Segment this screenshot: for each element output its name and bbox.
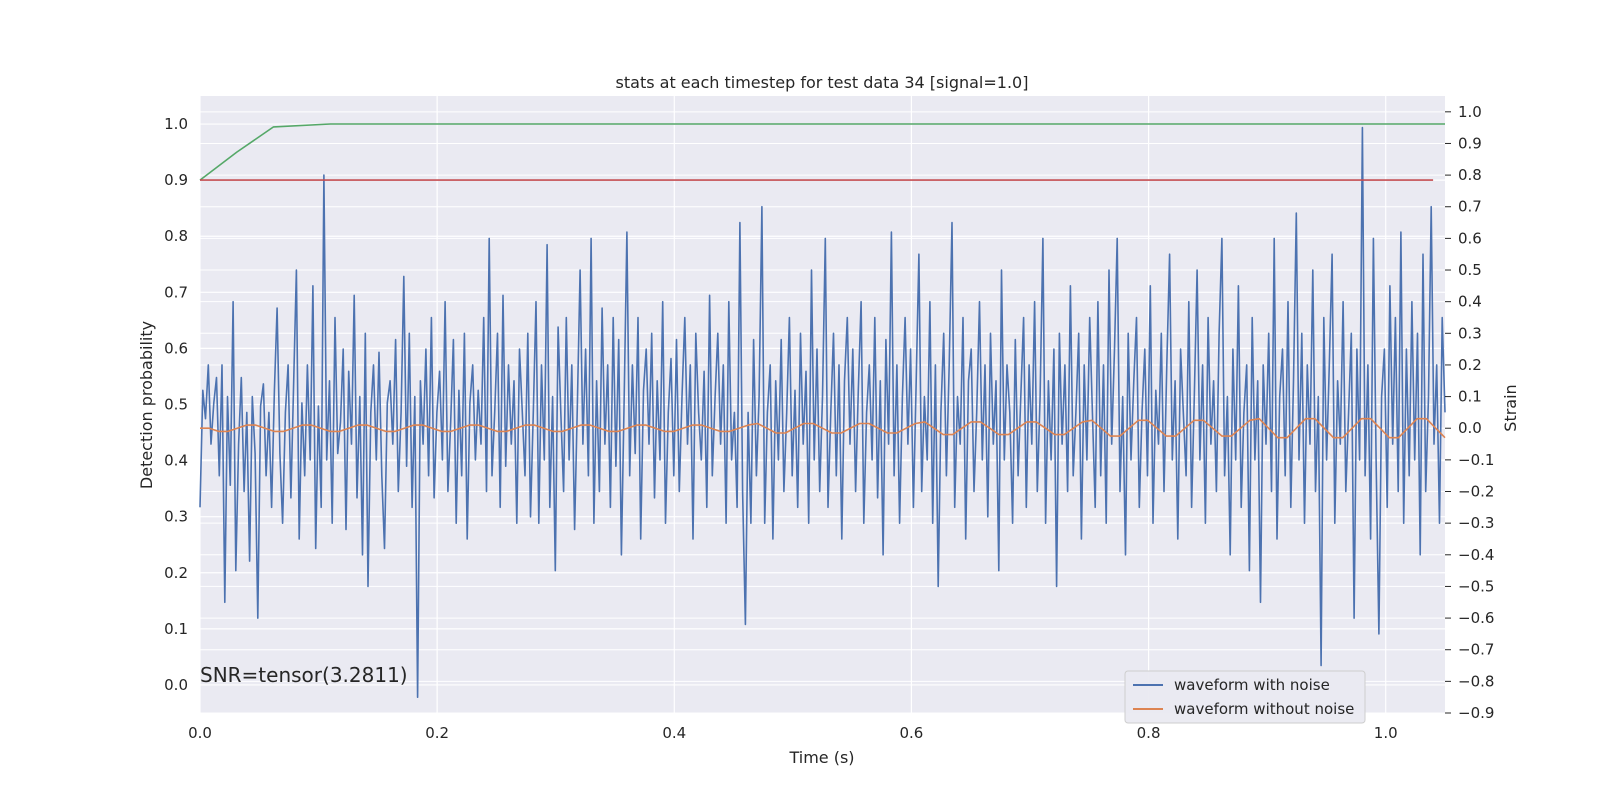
y-right-tick-label: 0.8 [1458,166,1482,184]
y-right-axis-ticks: −0.9 −0.8 −0.7 −0.6 −0.5 −0.4 −0.3 −0.2 −0.1 0.0 0… [1445,103,1494,722]
y-right-tick-label: 0.7 [1458,198,1482,216]
y-left-tick-label: 0.1 [164,620,188,638]
y-right-tick-label: 0.9 [1458,134,1482,152]
y-right-tick-label: 0.0 [1458,419,1482,437]
y-right-tick-label: 0.5 [1458,261,1482,279]
y-right-tick-label: −0.6 [1458,609,1494,627]
y-left-tick-label: 0.0 [164,676,188,694]
y-right-tick-label: −0.2 [1458,483,1494,501]
x-axis-label: Time (s) [788,748,854,767]
legend-box [1124,670,1366,724]
legend-label-clean: waveform without noise [1174,700,1354,718]
series-layer [199,123,1446,699]
clean-waveform-line [200,417,1446,439]
y-right-tick-label: −0.5 [1458,577,1494,595]
y-left-axis-label: Detection probability [137,321,156,489]
y-left-tick-label: 0.4 [164,452,188,470]
y-right-tick-label: −0.3 [1458,514,1494,532]
detection-probability-line [199,123,1445,181]
chart-title: stats at each timestep for test data 34 … [616,73,1029,92]
x-tick-label: 0.6 [899,724,923,742]
y-right-tick-label: 1.0 [1458,103,1482,121]
legend-label-noisy: waveform with noise [1174,676,1330,694]
y-right-tick-label: −0.8 [1458,672,1494,690]
y-right-tick-label: 0.3 [1458,324,1482,342]
y-right-tick-label: 0.2 [1458,356,1482,374]
y-left-tick-label: 0.3 [164,508,188,526]
x-tick-label: 0.8 [1137,724,1161,742]
y-right-axis-label: Strain [1501,384,1520,431]
grid-lines [199,96,1445,714]
x-tick-label: 0.2 [425,724,449,742]
y-right-tick-label: −0.9 [1458,704,1494,722]
y-left-tick-label: 0.8 [164,227,188,245]
y-left-axis-ticks: 0.0 0.1 0.2 0.3 0.4 0.5 0.6 0.7 0.8 0.9 1.0 [164,115,188,694]
y-right-tick-label: −0.1 [1458,451,1494,469]
x-tick-label: 0.0 [188,724,212,742]
x-axis-ticks: 0.0 0.2 0.4 0.6 0.8 1.0 [188,724,1398,742]
snr-annotation: SNR=tensor(3.2811) [200,663,408,687]
x-tick-label: 0.4 [662,724,686,742]
y-right-tick-label: 0.4 [1458,293,1482,311]
y-left-tick-label: 0.9 [164,171,188,189]
y-left-tick-label: 0.7 [164,283,188,301]
y-left-tick-label: 0.2 [164,564,188,582]
x-tick-label: 1.0 [1374,724,1398,742]
legend: waveform with noise waveform without noi… [1124,670,1366,724]
y-left-tick-label: 0.5 [164,396,188,414]
noisy-waveform-line [199,126,1446,699]
y-right-tick-label: −0.4 [1458,546,1494,564]
y-right-tick-label: 0.6 [1458,229,1482,247]
y-right-tick-label: 0.1 [1458,388,1482,406]
y-right-tick-label: −0.7 [1458,641,1494,659]
y-left-tick-label: 1.0 [164,115,188,133]
y-left-tick-label: 0.6 [164,339,188,357]
